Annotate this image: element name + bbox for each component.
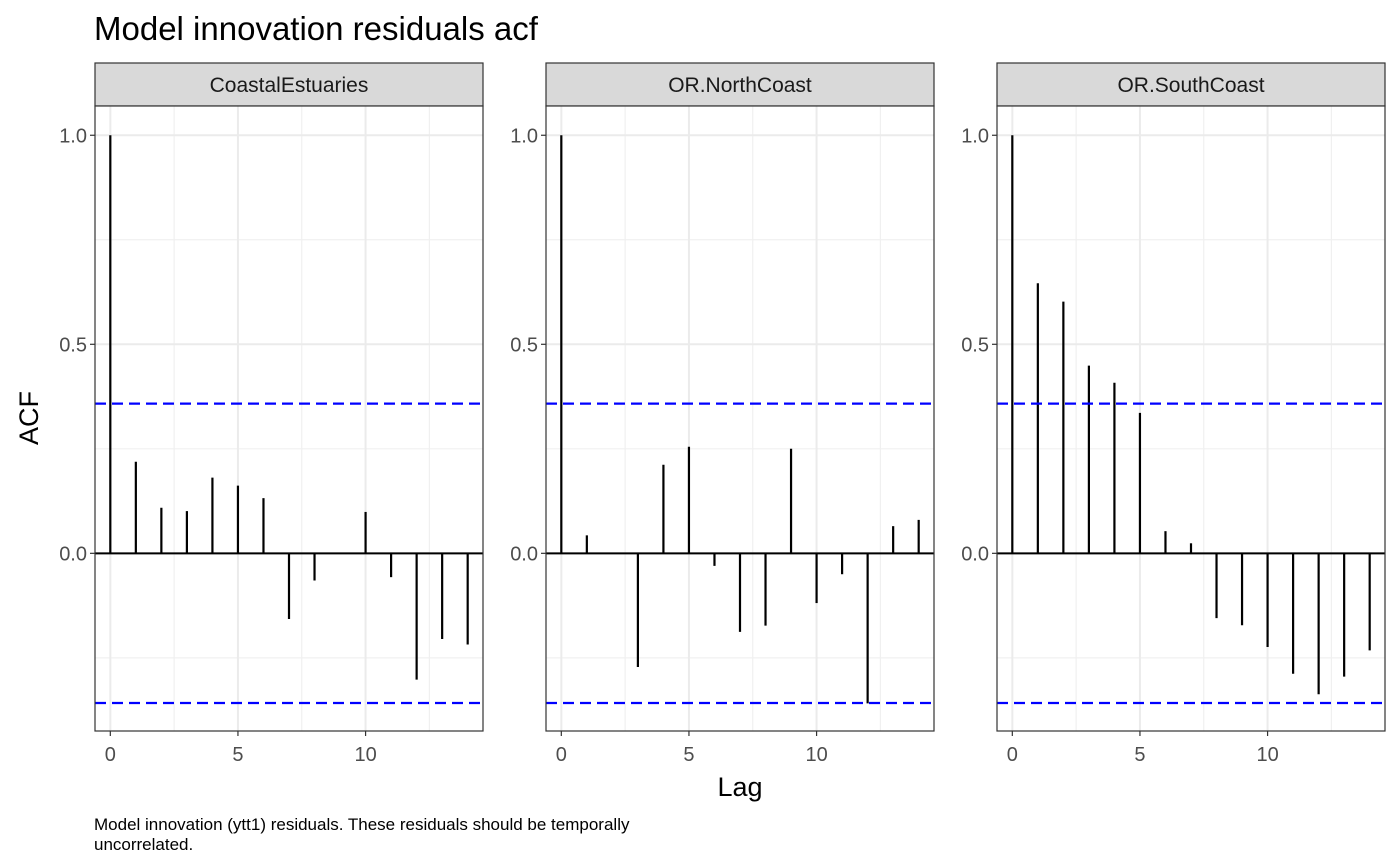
x-axis-title: Lag — [717, 772, 762, 802]
caption-line-2: uncorrelated. — [94, 835, 193, 854]
facet-panel-2: OR.SouthCoast 1.0 0.5 0.0 0 5 10 — [961, 62, 1386, 766]
panel-border — [94, 105, 484, 732]
x-tick-label: 5 — [1134, 744, 1145, 766]
x-tick-label: 5 — [683, 744, 694, 766]
panel-border — [996, 105, 1386, 732]
y-tick-label: 1.0 — [510, 125, 538, 147]
y-tick-label: 0.5 — [510, 334, 538, 356]
y-tick-label: 0.0 — [961, 543, 989, 565]
x-tick-label: 0 — [1007, 744, 1018, 766]
y-tick-label: 0.5 — [59, 334, 87, 356]
y-tick-label: 0.0 — [59, 543, 87, 565]
panel-border — [545, 105, 935, 732]
caption-line-1: Model innovation (ytt1) residuals. These… — [94, 815, 630, 834]
facet-strip-label: OR.NorthCoast — [668, 74, 812, 97]
facet-strip — [94, 62, 484, 107]
y-tick-label: 1.0 — [961, 125, 989, 147]
x-tick-label: 5 — [232, 744, 243, 766]
facet-strip — [545, 62, 935, 107]
x-tick-label: 10 — [1256, 744, 1278, 766]
panel-background — [95, 106, 483, 731]
facet-panel-1: OR.NorthCoast 1.0 0.5 0.0 0 5 10 — [510, 62, 935, 766]
y-axis-title: ACF — [14, 391, 44, 445]
x-tick-label: 10 — [805, 744, 827, 766]
x-tick-label: 0 — [556, 744, 567, 766]
facet-panel-0: CoastalEstuaries 1.0 0.5 0.0 0 5 10 — [59, 62, 484, 766]
panel-background — [546, 106, 934, 731]
panel-background — [997, 106, 1385, 731]
y-tick-label: 0.0 — [510, 543, 538, 565]
x-tick-label: 0 — [105, 744, 116, 766]
y-tick-label: 0.5 — [961, 334, 989, 356]
chart-title: Model innovation residuals acf — [94, 10, 539, 47]
x-tick-label: 10 — [354, 744, 376, 766]
y-tick-label: 1.0 — [59, 125, 87, 147]
facet-strip-label: CoastalEstuaries — [210, 74, 369, 97]
facet-strip-label: OR.SouthCoast — [1117, 74, 1264, 97]
